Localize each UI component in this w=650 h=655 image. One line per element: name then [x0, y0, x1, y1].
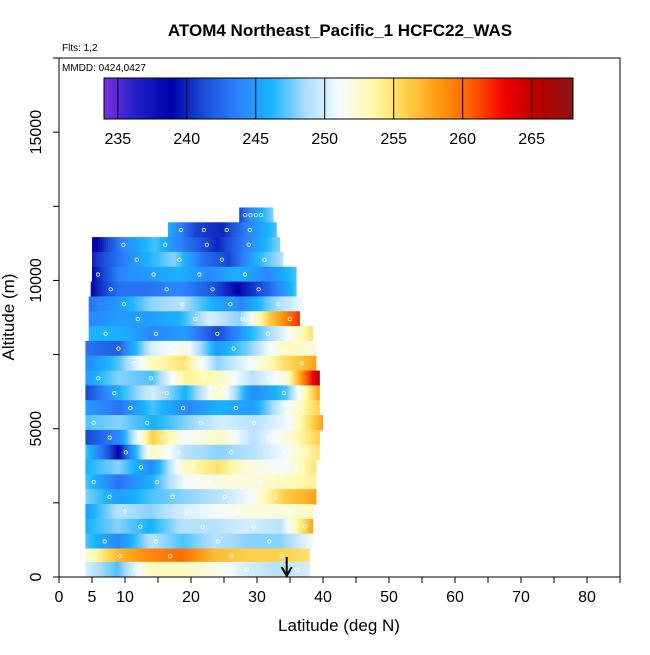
- layer-band: [89, 326, 313, 341]
- heatmap-cells: [85, 207, 323, 577]
- heatmap-cell: [317, 385, 319, 400]
- heatmap-cell: [315, 341, 316, 356]
- heatmap-cell: [271, 207, 273, 222]
- layer-band: [85, 562, 309, 577]
- layer-band: [91, 282, 297, 297]
- y-tick-label: 15000: [28, 110, 45, 155]
- colorbar-tick-label: 250: [311, 131, 338, 148]
- heatmap-cell: [315, 460, 316, 475]
- y-tick-label: 5000: [28, 411, 45, 447]
- heatmap-cell: [299, 311, 300, 326]
- heatmap-cell: [317, 430, 319, 445]
- y-tick-label: 10000: [28, 258, 45, 303]
- x-tick-label: 30: [248, 589, 266, 606]
- colorbar-tick-label: 235: [104, 131, 131, 148]
- layer-band: [85, 400, 319, 415]
- x-tick-label: 80: [578, 589, 596, 606]
- layer-band: [92, 237, 280, 252]
- colorbar-tick-label: 265: [518, 131, 545, 148]
- layer-band: [85, 371, 319, 386]
- heatmap-cell: [303, 296, 304, 311]
- layer-band: [85, 519, 313, 534]
- x-axis: 0 5 10 20 30 40 50 60 70 80: [55, 577, 620, 606]
- heatmap-cell: [317, 445, 319, 460]
- x-tick-label: 5: [88, 589, 97, 606]
- heatmap-cell: [315, 356, 316, 371]
- x-tick-label: 70: [512, 589, 530, 606]
- x-axis-label: Latitude (deg N): [278, 616, 400, 635]
- colorbar-tick-label: 240: [173, 131, 200, 148]
- layer-band: [92, 267, 297, 282]
- heatmap-cell: [295, 282, 297, 297]
- heatmap-cell: [276, 222, 277, 237]
- layer-band: [89, 296, 304, 311]
- heatmap-cell: [296, 267, 297, 282]
- heatmap-cell: [315, 489, 316, 504]
- x-tick-label: 10: [116, 589, 134, 606]
- colorbar-tick-label: 245: [242, 131, 269, 148]
- layer-band: [168, 222, 277, 237]
- x-tick-label: 0: [55, 589, 64, 606]
- colorbar: 235 240 245 250 255 260 265: [104, 78, 573, 148]
- heatmap-cell: [315, 474, 316, 489]
- colorbar-tick-label: 260: [449, 131, 476, 148]
- layer-band: [89, 311, 300, 326]
- layer-band: [85, 430, 319, 445]
- layer-band: [85, 356, 316, 371]
- layer-band: [85, 415, 323, 430]
- layer-band: [85, 474, 316, 489]
- heatmap-cell: [317, 400, 319, 415]
- layer-band: [85, 504, 313, 519]
- heatmap-cell: [282, 252, 283, 267]
- colorbar-tick-label: 255: [380, 131, 407, 148]
- layer-band: [239, 207, 273, 222]
- x-tick-label: 60: [446, 589, 464, 606]
- layer-band: [85, 534, 313, 549]
- heatmap-cell: [321, 415, 323, 430]
- y-axis: 0 5000 10000 15000: [28, 58, 59, 581]
- heatmap-cell: [311, 504, 313, 519]
- x-tick-label: 20: [182, 589, 200, 606]
- layer-band: [85, 445, 319, 460]
- y-axis-label: Altitude (m): [0, 274, 18, 361]
- heatmap-cell: [311, 519, 313, 534]
- layer-band: [92, 252, 283, 267]
- layer-band: [85, 341, 316, 356]
- heatmap-cell: [317, 371, 319, 386]
- x-tick-label: 50: [380, 589, 398, 606]
- x-tick-label: 40: [314, 589, 332, 606]
- layer-band: [85, 460, 316, 475]
- heatmap-cell: [278, 237, 280, 252]
- y-tick-label: 0: [28, 572, 45, 581]
- flights-label: Flts: 1,2: [62, 43, 98, 54]
- layer-band: [85, 549, 309, 564]
- dates-label: MMDD: 0424,0427: [62, 63, 146, 74]
- chart-title: ATOM4 Northeast_Pacific_1 HCFC22_WAS: [168, 21, 512, 40]
- layer-band: [85, 489, 316, 504]
- heatmap-cell: [311, 534, 313, 549]
- layer-band: [85, 385, 319, 400]
